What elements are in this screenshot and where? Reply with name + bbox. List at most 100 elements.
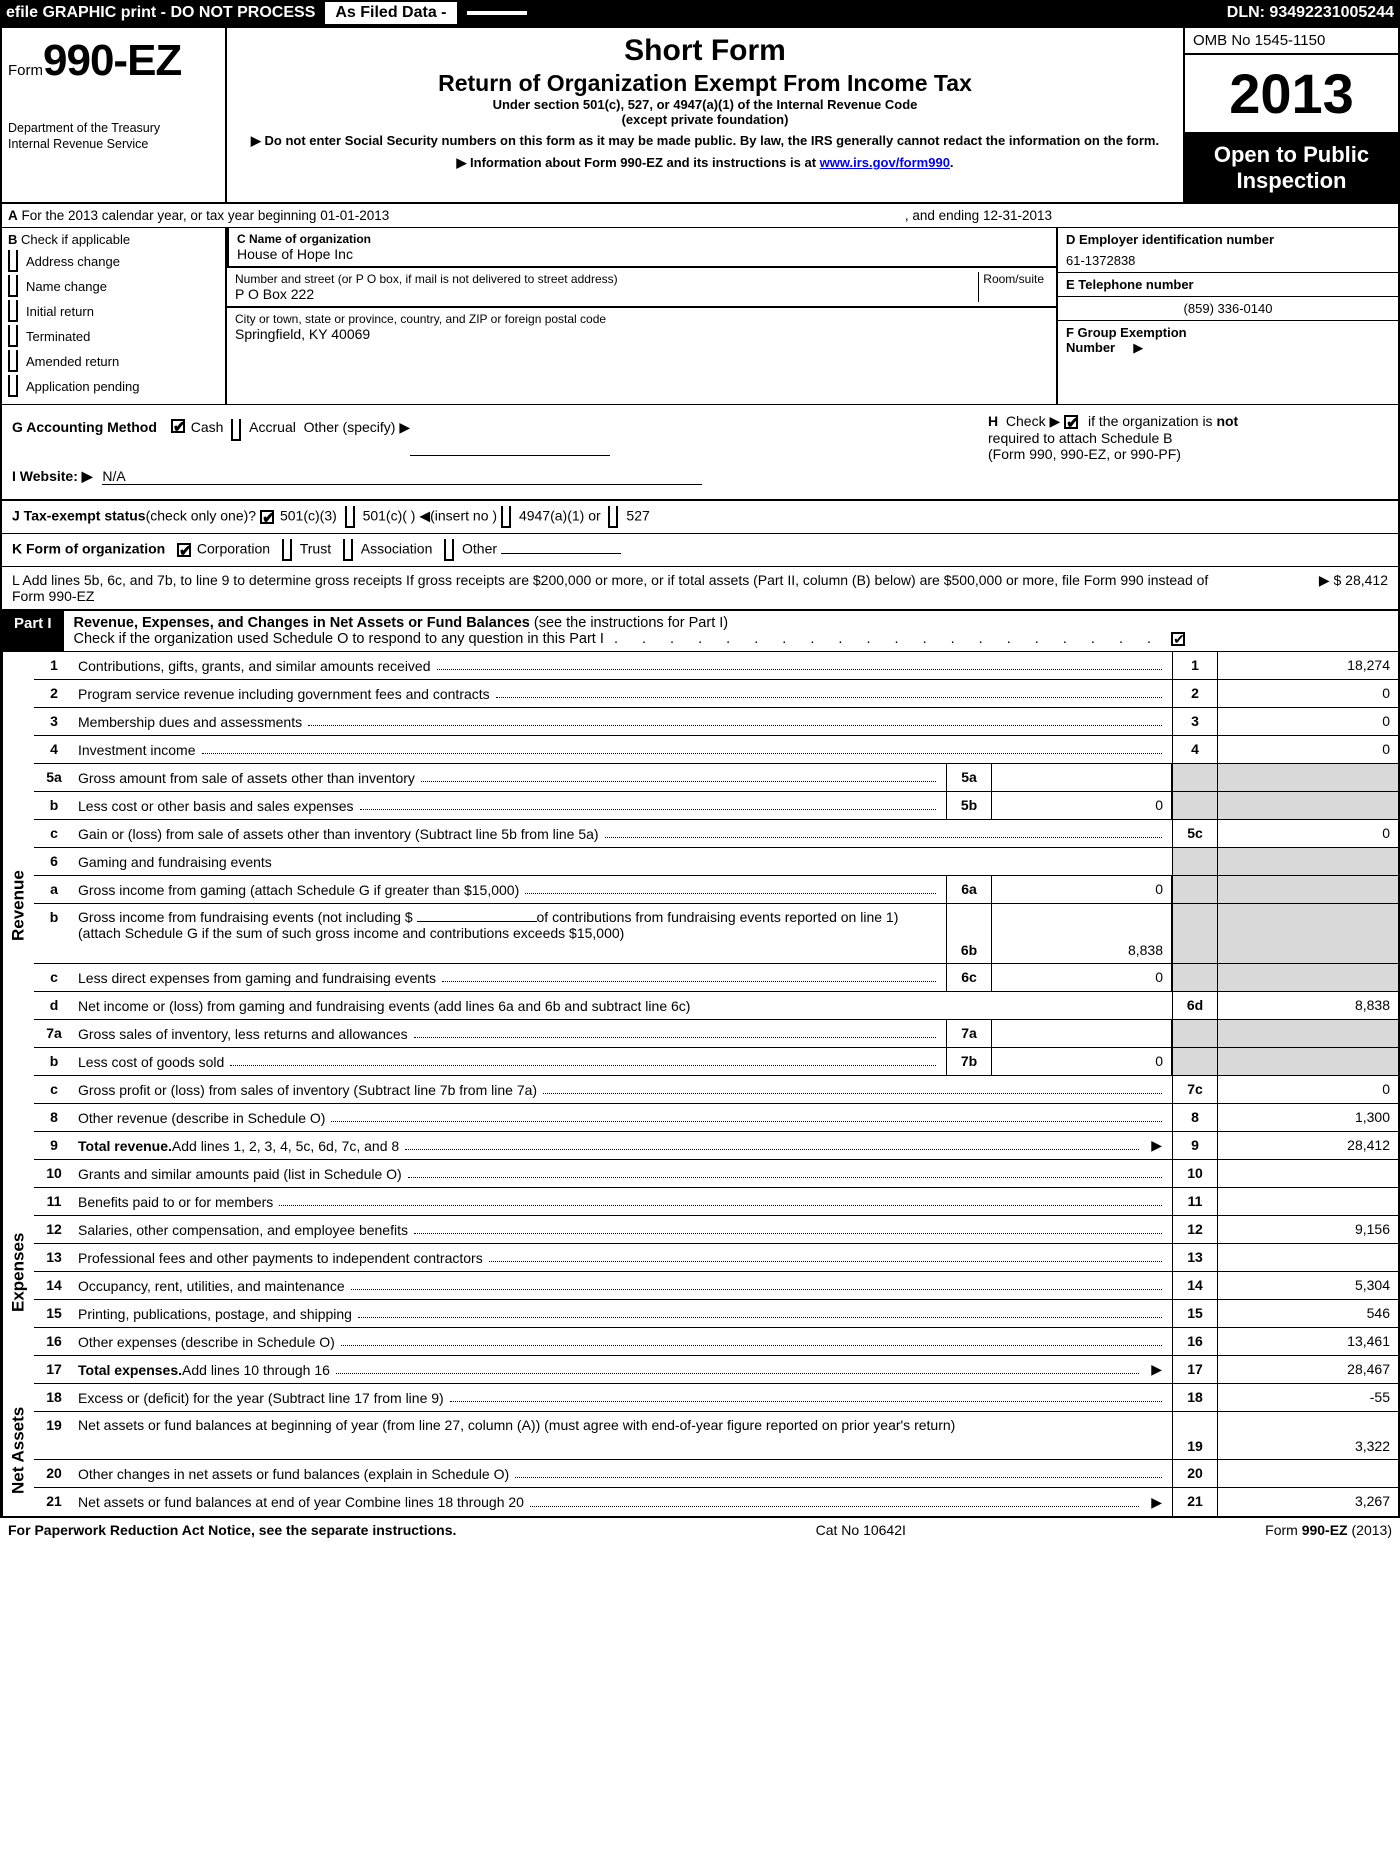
b-header: Check if applicable [21, 232, 130, 247]
ln6b-gr [1172, 904, 1218, 963]
chk-initial[interactable] [8, 300, 18, 322]
ln8-amt: 1,300 [1218, 1104, 1398, 1131]
ln5c-n: c [34, 820, 74, 847]
revenue-area: Revenue 1 Contributions, gifts, grants, a… [2, 652, 1398, 1160]
chk-corp[interactable] [177, 543, 191, 557]
side-revenue: Revenue [2, 652, 34, 1160]
chk-501c[interactable] [345, 506, 355, 528]
part1-title-b: Revenue, Expenses, and Changes in Net As… [74, 615, 530, 631]
chk-other-k[interactable] [444, 539, 454, 561]
ln18-d: Excess or (deficit) for the year (Subtra… [78, 1390, 444, 1406]
ln12-n: 12 [34, 1216, 74, 1243]
ln8-rn: 8 [1172, 1104, 1218, 1131]
chk-cash[interactable] [171, 419, 185, 433]
omb-no: OMB No 1545-1150 [1185, 28, 1398, 55]
ln18-n: 18 [34, 1384, 74, 1411]
ln7a-n: 7a [34, 1020, 74, 1047]
ln12-rn: 12 [1172, 1216, 1218, 1243]
ln5c-d: Gain or (loss) from sale of assets other… [78, 826, 599, 842]
ln6a-d: Gross income from gaming (attach Schedul… [78, 882, 519, 898]
side-expenses: Expenses [2, 1160, 34, 1384]
chk-assoc[interactable] [343, 539, 353, 561]
ln18-rn: 18 [1172, 1384, 1218, 1411]
ln7b-sb: 7b [946, 1048, 992, 1075]
ln6c-sa: 0 [992, 964, 1172, 991]
netassets-area: Net Assets 18Excess or (deficit) for the… [2, 1384, 1398, 1516]
title-return: Return of Organization Exempt From Incom… [241, 70, 1169, 97]
tax-year: 2013 [1185, 55, 1398, 134]
title-short-form: Short Form [241, 34, 1169, 68]
opt-app: Application pending [26, 379, 139, 394]
ln14-d: Occupancy, rent, utilities, and maintena… [78, 1278, 345, 1294]
ln20-rn: 20 [1172, 1460, 1218, 1487]
ln2-rn: 2 [1172, 680, 1218, 707]
chk-4947[interactable] [501, 506, 511, 528]
col-b: B Check if applicable Address change Nam… [2, 228, 227, 404]
ln6d-rn: 6d [1172, 992, 1218, 1019]
ln12-d: Salaries, other compensation, and employ… [78, 1222, 408, 1238]
open-public-1: Open to Public [1189, 142, 1394, 168]
ln6a-n: a [34, 876, 74, 903]
bullet-1: ▶ Do not enter Social Security numbers o… [241, 133, 1169, 149]
ln15-d: Printing, publications, postage, and shi… [78, 1306, 352, 1322]
ln11-n: 11 [34, 1188, 74, 1215]
ln6b-blank[interactable] [417, 921, 537, 922]
ln6d-n: d [34, 992, 74, 1019]
g-other-line[interactable] [410, 419, 610, 456]
chk-part1-o[interactable] [1171, 632, 1185, 646]
mid-rows: G Accounting Method Cash Accrual Other (… [2, 405, 1398, 501]
chk-501c3[interactable] [260, 510, 274, 524]
chk-accrual[interactable] [231, 419, 241, 441]
ln7b-n: b [34, 1048, 74, 1075]
ln5a-n: 5a [34, 764, 74, 791]
ln20-n: 20 [34, 1460, 74, 1487]
ln1-rn: 1 [1172, 652, 1218, 679]
ln6c-n: c [34, 964, 74, 991]
form-no-big: 990-EZ [43, 36, 181, 85]
subtitle-1: Under section 501(c), 527, or 4947(a)(1)… [241, 97, 1169, 112]
chk-trust[interactable] [282, 539, 292, 561]
topbar: efile GRAPHIC print - DO NOT PROCESS As … [0, 0, 1400, 26]
ln6b-n: b [34, 904, 74, 963]
chk-address[interactable] [8, 250, 18, 272]
opt-name: Name change [26, 279, 107, 294]
part1-dots: . . . . . . . . . . . . . . . . . . . . [614, 631, 1161, 647]
ln5a-gr [1172, 764, 1218, 791]
ln4-d: Investment income [78, 742, 196, 758]
ln1-d: Contributions, gifts, grants, and simila… [78, 658, 431, 674]
chk-h[interactable] [1064, 415, 1078, 429]
ln9-n: 9 [34, 1132, 74, 1159]
ln5a-gra [1218, 764, 1398, 791]
side-netassets: Net Assets [2, 1384, 34, 1516]
chk-527[interactable] [608, 506, 618, 528]
ln6d-d: Net income or (loss) from gaming and fun… [78, 998, 690, 1014]
d-lbl: D Employer identification number [1066, 232, 1390, 247]
ln2-n: 2 [34, 680, 74, 707]
chk-app[interactable] [8, 375, 18, 397]
c-name-lbl: C Name of organization [237, 232, 371, 246]
ln21-rn: 21 [1172, 1488, 1218, 1516]
part1-title-r: (see the instructions for Part I) [530, 615, 728, 631]
ln19-n: 19 [34, 1412, 74, 1459]
opt-amend: Amended return [26, 354, 119, 369]
expenses-area: Expenses 10Grants and similar amounts pa… [2, 1160, 1398, 1384]
ln9-rn: 9 [1172, 1132, 1218, 1159]
irs-link[interactable]: www.irs.gov/form990 [820, 155, 950, 170]
l-text: L Add lines 5b, 6c, and 7b, to line 9 to… [12, 572, 1228, 604]
row-a: A For the 2013 calendar year, or tax yea… [2, 204, 1398, 228]
chk-amend[interactable] [8, 350, 18, 372]
ln6a-sa: 0 [992, 876, 1172, 903]
part1-sub: Check if the organization used Schedule … [74, 631, 604, 647]
ln17-d: Total expenses. [78, 1362, 182, 1378]
chk-name[interactable] [8, 275, 18, 297]
topbar-dln: DLN: 93492231005244 [1227, 4, 1394, 22]
ln6-gr [1172, 848, 1218, 875]
ln12-amt: 9,156 [1218, 1216, 1398, 1243]
chk-term[interactable] [8, 325, 18, 347]
ln5b-sb: 5b [946, 792, 992, 819]
g-cash: Cash [191, 419, 224, 456]
k-other-line[interactable] [501, 553, 621, 554]
topbar-text-1: efile GRAPHIC print - DO NOT PROCESS [6, 4, 315, 22]
ln7c-rn: 7c [1172, 1076, 1218, 1103]
f-arrow: ▶ [1133, 340, 1143, 355]
